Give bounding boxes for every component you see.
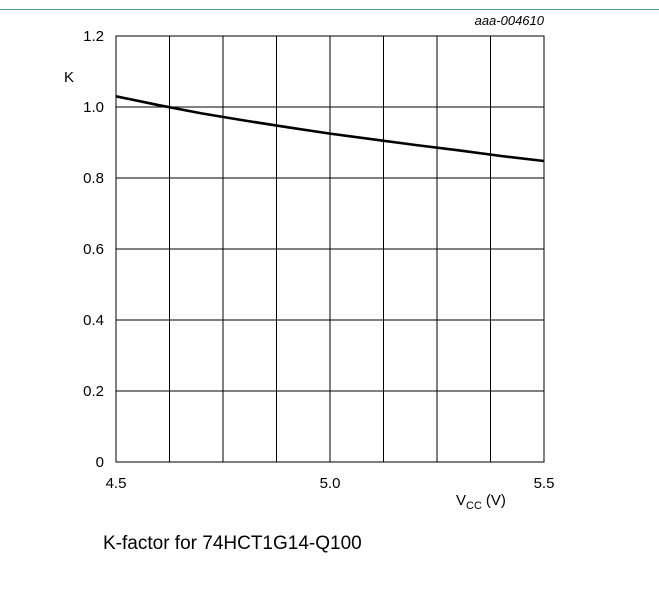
y-tick-label-3: 0.6 (83, 241, 104, 258)
y-tick-labels: 0 0.2 0.4 0.6 0.8 1.0 1.2 (83, 28, 104, 471)
grid (115, 35, 545, 463)
y-tick-label-0: 0 (96, 454, 104, 471)
plot-frame (115, 35, 545, 463)
x-tick-labels: 4.5 5.0 5.5 (106, 475, 555, 492)
x-axis-label-main: V (456, 492, 466, 509)
figure-caption: K-factor for 74HCT1G14-Q100 (103, 533, 362, 554)
k-factor-curve (115, 95, 545, 163)
figure-code: aaa-004610 (475, 13, 545, 28)
top-divider (0, 9, 659, 10)
y-tick-label-5: 1.0 (83, 99, 104, 116)
x-axis-label-subscript: CC (466, 500, 482, 512)
x-tick-label-1: 5.0 (320, 475, 341, 492)
x-axis-label: VCC (V) (456, 492, 506, 512)
y-tick-label-4: 0.8 (83, 170, 104, 187)
y-tick-label-6: 1.2 (83, 28, 104, 45)
x-tick-label-0: 4.5 (106, 475, 127, 492)
y-tick-label-1: 0.2 (83, 383, 104, 400)
y-axis-label: K (64, 69, 74, 86)
y-tick-label-2: 0.4 (83, 312, 104, 329)
x-tick-label-2: 5.5 (534, 475, 555, 492)
x-axis-label-unit: (V) (486, 492, 506, 509)
